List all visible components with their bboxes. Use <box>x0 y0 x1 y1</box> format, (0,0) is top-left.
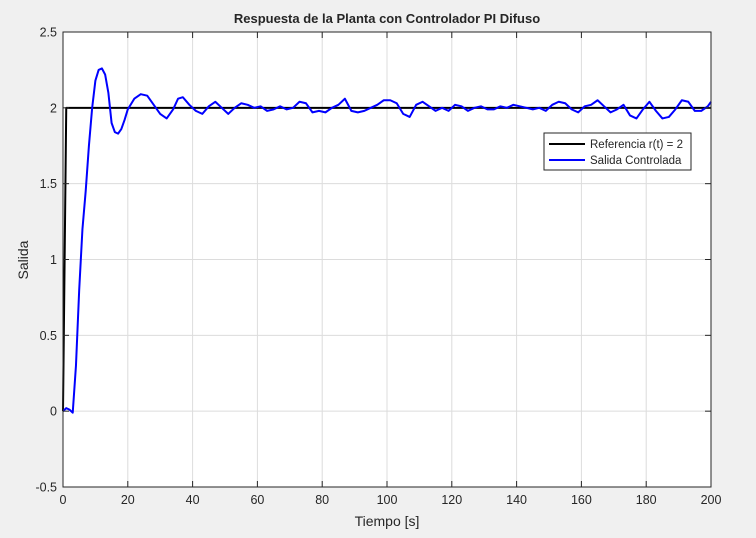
y-tick-label: 1.5 <box>40 177 57 191</box>
legend: Referencia r(t) = 2 Salida Controlada <box>543 132 692 171</box>
x-tick-label: 140 <box>506 493 527 507</box>
x-tick-label: 80 <box>315 493 329 507</box>
x-tick-label: 40 <box>186 493 200 507</box>
output-series-line <box>62 67 712 414</box>
legend-label-reference: Referencia r(t) = 2 <box>590 139 683 151</box>
y-tick-label: 0 <box>50 405 57 419</box>
x-tick-labels: 0 20 40 60 80 100 120 140 160 180 200 <box>60 493 722 507</box>
x-axis-label: Tiempo [s] <box>355 513 420 529</box>
y-tick-label: 2.5 <box>40 26 57 40</box>
x-tick-label: 180 <box>636 493 657 507</box>
x-tick-label: 0 <box>60 493 67 507</box>
x-tick-label: 120 <box>441 493 462 507</box>
legend-box <box>543 132 692 171</box>
x-tick-label: 100 <box>377 493 398 507</box>
y-tick-label: 2 <box>50 101 57 115</box>
chart-title: Respuesta de la Planta con Controlador P… <box>234 11 540 26</box>
y-tick-label: 1 <box>50 253 57 267</box>
x-tick-label: 20 <box>121 493 135 507</box>
y-axis-label: Salida <box>15 240 31 279</box>
y-tick-label: 0.5 <box>40 329 57 343</box>
y-tick-labels: -0.5 0 0.5 1 1.5 2 2.5 <box>35 26 57 495</box>
y-tick-label: -0.5 <box>35 481 57 495</box>
x-tick-label: 60 <box>250 493 264 507</box>
x-tick-label: 160 <box>571 493 592 507</box>
x-tick-label: 200 <box>701 493 722 507</box>
legend-label-output: Salida Controlada <box>590 155 682 167</box>
axis-ticks <box>62 31 712 488</box>
